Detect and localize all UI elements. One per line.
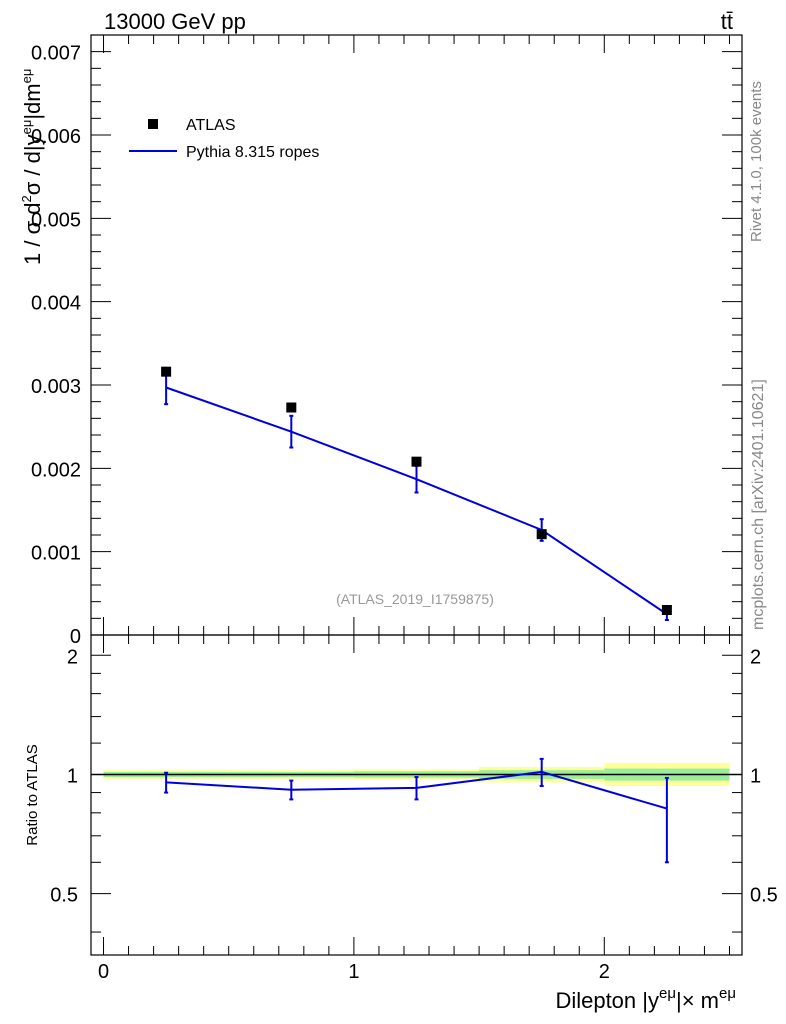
ratio-y-tick-label: 2 xyxy=(67,646,78,668)
ratio-y-tick-label-right: 2 xyxy=(750,646,761,668)
legend-label-pythia: Pythia 8.315 ropes xyxy=(186,144,319,161)
watermark: (ATLAS_2019_I1759875) xyxy=(336,591,494,607)
ratio-y-tick-label: 1 xyxy=(67,765,78,787)
ylabel-sup-2: 2 xyxy=(19,195,34,202)
main-y-tick-label: 0.004 xyxy=(31,293,81,315)
ratio-frame xyxy=(90,634,743,956)
atlas-point xyxy=(536,529,547,540)
process-label: tt̄ xyxy=(721,9,733,34)
ylabel-part-c: |dm xyxy=(20,83,45,119)
xlabel-part-a: Dilepton |y xyxy=(555,988,659,1013)
ylabel-part-b: σ / d|y xyxy=(20,134,45,195)
main-tick-labels: 0 0.001 0.002 0.003 0.004 0.005 0.006 0.007 xyxy=(31,43,81,648)
ratio-marks xyxy=(91,757,742,864)
x-axis-title: Dilepton |yeμ|× meμ xyxy=(555,985,736,1013)
energy-label: 13000 GeV pp xyxy=(104,9,246,34)
xlabel-part-b: |× m xyxy=(676,988,719,1013)
atlas-point xyxy=(411,456,422,467)
main-y-tick-label: 0 xyxy=(70,626,81,648)
mc-line xyxy=(165,386,668,615)
x-tick-label: 2 xyxy=(599,961,610,983)
x-tick-label: 0 xyxy=(98,961,109,983)
ratio-y-tick-label: 0.5 xyxy=(50,885,78,907)
xlabel-sup-2: eμ xyxy=(719,985,736,1002)
main-y-tick-label: 0.003 xyxy=(31,376,81,398)
ratio-panel: 0.5 0.5 1 1 2 2 0 1 2 Ratio to ATLAS xyxy=(24,634,778,983)
ratio-y-tick-label-right: 0.5 xyxy=(750,885,778,907)
ratio-y-tick-label-right: 1 xyxy=(750,765,761,787)
main-y-tick-label: 0.002 xyxy=(31,459,81,481)
legend-label-atlas: ATLAS xyxy=(186,117,236,134)
ratio-ticks xyxy=(91,635,742,955)
main-y-tick-label: 0.007 xyxy=(31,43,81,65)
atlas-point xyxy=(161,366,172,377)
main-panel: 0 0.001 0.002 0.003 0.004 0.005 0.006 0.007 (AT… xyxy=(19,34,743,648)
main-ticks xyxy=(91,34,742,636)
atlas-point xyxy=(661,605,672,615)
ylabel-sup-emu2: eμ xyxy=(19,69,34,84)
ylabel-sup-emu1: eμ xyxy=(19,120,34,135)
mcplots-label: mcplots.cern.ch [arXiv:2401.10621] xyxy=(750,379,767,630)
x-tick-label: 1 xyxy=(348,961,359,983)
rivet-label: Rivet 4.1.0, 100k events xyxy=(748,81,765,242)
main-y-tick-label: 0.006 xyxy=(31,126,81,148)
ylabel-part-a: 1 / σ d xyxy=(20,203,45,266)
main-y-axis-title: 1 / σ d2σ / d|yeμ|dmeμ xyxy=(19,69,45,265)
ratio-tick-labels: 0.5 0.5 1 1 2 2 0 1 2 xyxy=(50,646,778,983)
main-y-tick-label: 0.001 xyxy=(31,543,81,565)
legend-marker-atlas xyxy=(148,119,158,129)
legend: ATLAS Pythia 8.315 ropes xyxy=(129,117,319,161)
atlas-point xyxy=(286,402,297,413)
ratio-y-axis-title: Ratio to ATLAS xyxy=(24,744,41,845)
main-y-tick-label: 0.005 xyxy=(31,209,81,231)
main-marks xyxy=(161,366,672,621)
xlabel-sup-1: eμ xyxy=(659,985,676,1002)
